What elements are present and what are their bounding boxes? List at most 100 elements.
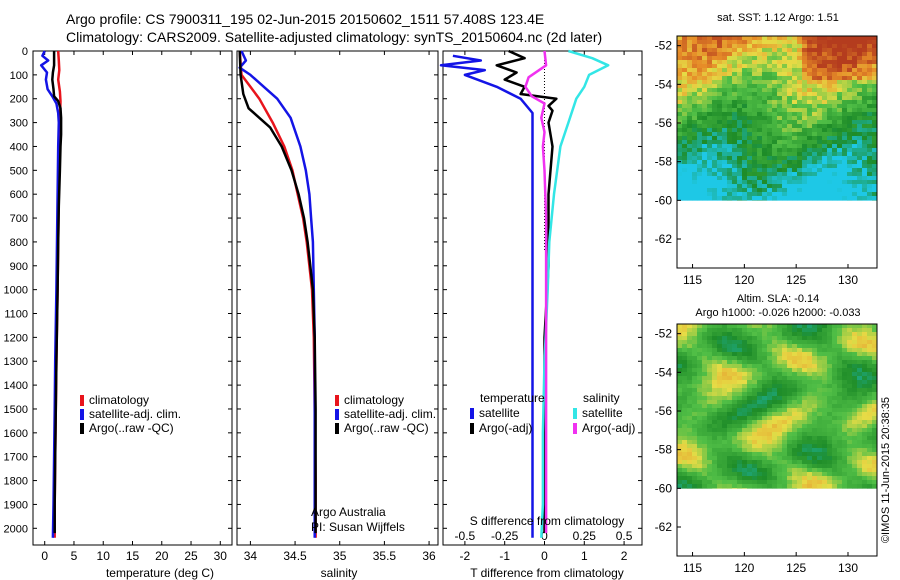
depth-tick-label: 600 [10, 189, 28, 201]
profile-panel-2: -2 -1 0 1 2 -0.5 -0.25 0 0.25 0.5 [439, 49, 643, 563]
series-line-0 [238, 50, 317, 538]
map-y-tick-label: -54 [655, 365, 673, 379]
legend-swatch [80, 423, 84, 434]
x-tick-label: 30 [214, 549, 228, 563]
t-difference-axis-label: T difference from climatology [470, 566, 624, 580]
depth-tick-label: 700 [10, 213, 28, 225]
map-y-tick-label: -62 [655, 232, 673, 246]
map-frame [676, 323, 878, 557]
map-frame [676, 35, 878, 269]
credit-line-1: Argo Australia [311, 505, 386, 519]
depth-tick-label: 1100 [4, 309, 28, 321]
depth-tick-label: 1500 [4, 404, 28, 416]
x-tick-label: 10 [97, 549, 111, 563]
depth-tick-label: 1600 [4, 428, 28, 440]
legend-swatch [470, 408, 474, 419]
sla-map-title-2: Argo h1000: -0.026 h2000: -0.033 [695, 307, 860, 319]
imos-watermark: ©IMOS 11-Jun-2015 20:38:35 [880, 397, 892, 543]
panel-frame [442, 50, 643, 546]
depth-tick-label: 1700 [4, 452, 28, 464]
map-y-tick-label: -56 [655, 116, 673, 130]
depth-tick-label: 1300 [4, 356, 28, 368]
x-tick-label: 36 [422, 549, 436, 563]
legend-swatch [470, 423, 474, 434]
x-tick-label: 35 [333, 549, 347, 563]
series-line-1 [238, 50, 316, 538]
legend-label: Argo(-adj) [582, 421, 635, 435]
legend-swatch [335, 423, 339, 434]
series-line-3 [524, 50, 548, 534]
x-tick-label: 20 [155, 549, 169, 563]
depth-tick-label: 1000 [4, 285, 28, 297]
legend-label: satellite [479, 406, 520, 420]
x-tick-label: 5 [71, 549, 78, 563]
x-tick-label: -1 [499, 549, 510, 563]
depth-tick-label: 200 [10, 94, 28, 106]
legend-label: climatology [344, 393, 404, 407]
legend-swatch [80, 409, 84, 420]
map-y-tick-label: -58 [655, 443, 673, 457]
legend-swatch [335, 409, 339, 420]
series-line-2 [51, 51, 63, 534]
legend-label: satellite [582, 406, 623, 420]
x-tick-label: 35.5 [373, 549, 397, 563]
legend-temp-title: temperature [480, 391, 545, 405]
legend-swatch [335, 395, 339, 406]
panel-frame [236, 50, 439, 546]
legend-swatch [573, 423, 577, 434]
legend-label: Argo(..raw -QC) [344, 421, 429, 435]
salinity-axis-label: salinity [321, 566, 358, 580]
x-tick-label: 0 [41, 549, 48, 563]
x-tick-label: 34.5 [283, 549, 307, 563]
header-line-2: Climatology: CARS2009. Satellite-adjuste… [66, 29, 603, 45]
x-tick-label: 0 [541, 549, 548, 563]
legend-swatch [80, 395, 84, 406]
depth-tick-label: 0 [22, 46, 28, 58]
header-line-1: Argo profile: CS 7900311_195 02-Jun-2015… [66, 11, 545, 27]
series-line-2 [238, 50, 317, 534]
profile-panel-0: 0 5 10 15 20 25 300100200300400500600700800900… [4, 46, 233, 563]
x-tick-label: 2 [621, 549, 628, 563]
x-tick-label: 15 [126, 549, 140, 563]
s-tick-label: -0.5 [455, 529, 476, 543]
map-x-tick-label: 120 [734, 273, 754, 287]
legend-label: satellite-adj. clim. [89, 407, 181, 421]
s-tick-label: 0.5 [616, 529, 633, 543]
depth-tick-label: 300 [10, 118, 28, 130]
depth-tick-label: 2000 [4, 523, 28, 535]
depth-tick-label: 100 [10, 70, 28, 82]
map-y-tick-label: -62 [655, 520, 673, 534]
map-x-tick-label: 115 [683, 273, 702, 287]
map-y-tick-label: -54 [655, 77, 673, 91]
legend-label: Argo(..raw -QC) [89, 421, 174, 435]
map-x-tick-label: 130 [838, 561, 858, 575]
sst-map-title: sat. SST: 1.12 Argo: 1.51 [717, 12, 839, 24]
legend-sal-title: salinity [583, 391, 620, 405]
x-tick-label: 1 [581, 549, 588, 563]
s-tick-label: 0 [541, 529, 548, 543]
credit-line-2: PI: Susan Wijffels [311, 520, 405, 534]
legend-label: Argo(-adj) [479, 421, 532, 435]
legend-label: satellite-adj. clim. [344, 407, 436, 421]
x-tick-label: 25 [184, 549, 198, 563]
panel-frame [32, 50, 233, 546]
map-y-tick-label: -60 [655, 481, 673, 495]
map-x-tick-label: 125 [786, 561, 806, 575]
depth-tick-label: 800 [10, 237, 28, 249]
map-y-tick-label: -56 [655, 404, 673, 418]
map-x-tick-label: 120 [734, 561, 754, 575]
depth-tick-label: 1800 [4, 476, 28, 488]
profile-panels: 0 5 10 15 20 25 300100200300400500600700800900… [4, 46, 643, 563]
map-y-tick-label: -52 [655, 327, 673, 341]
depth-tick-label: 1200 [4, 332, 28, 344]
depth-tick-label: 500 [10, 165, 28, 177]
depth-tick-label: 900 [10, 261, 28, 273]
depth-tick-label: 1400 [4, 380, 28, 392]
temperature-axis-label: temperature (deg C) [106, 566, 214, 580]
map-x-tick-label: 115 [683, 561, 702, 575]
s-tick-label: 0.25 [573, 529, 597, 543]
legend-swatch [573, 408, 577, 419]
s-tick-label: -0.25 [491, 529, 519, 543]
